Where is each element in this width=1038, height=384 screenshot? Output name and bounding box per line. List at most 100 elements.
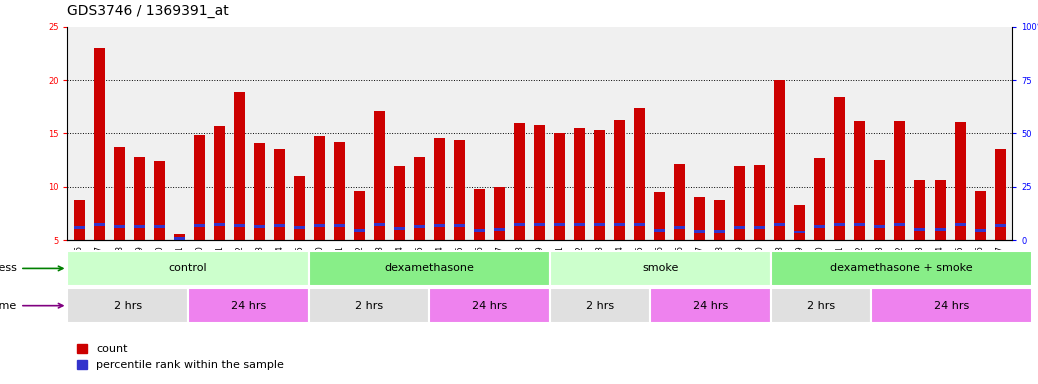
Bar	[308, 288, 430, 323]
Bar	[374, 222, 385, 225]
Text: 24 hrs: 24 hrs	[472, 301, 508, 311]
Text: 24 hrs: 24 hrs	[230, 301, 266, 311]
Bar	[194, 134, 206, 240]
Bar	[254, 225, 265, 228]
Text: 2 hrs: 2 hrs	[114, 301, 142, 311]
Bar	[650, 288, 771, 323]
Bar	[67, 251, 308, 286]
Bar	[154, 161, 165, 240]
Bar	[694, 197, 706, 240]
Bar	[514, 222, 525, 225]
Bar	[634, 222, 646, 225]
Bar	[74, 226, 85, 229]
Bar	[334, 142, 346, 240]
Bar	[308, 251, 550, 286]
Bar	[675, 226, 685, 229]
Bar	[67, 288, 188, 323]
Text: stress: stress	[0, 263, 63, 273]
Bar	[414, 225, 426, 228]
Bar	[354, 229, 365, 232]
Bar	[434, 223, 445, 227]
Bar	[414, 157, 426, 240]
Bar	[654, 229, 665, 232]
Bar	[274, 223, 285, 227]
Bar	[994, 223, 1006, 227]
Bar	[494, 228, 506, 231]
Bar	[494, 187, 506, 240]
Text: 24 hrs: 24 hrs	[693, 301, 729, 311]
Bar	[94, 48, 105, 240]
Bar	[154, 225, 165, 228]
Bar	[634, 108, 646, 240]
Bar	[874, 225, 885, 228]
Bar	[771, 288, 871, 323]
Bar	[535, 222, 545, 225]
Bar	[895, 222, 905, 225]
Bar	[574, 222, 585, 225]
Bar	[975, 191, 985, 240]
Bar	[174, 233, 185, 240]
Text: dexamethasone: dexamethasone	[384, 263, 474, 273]
Bar	[235, 92, 245, 240]
Bar	[514, 123, 525, 240]
Bar	[334, 223, 346, 227]
Text: 2 hrs: 2 hrs	[355, 301, 383, 311]
Bar	[474, 189, 485, 240]
Bar	[794, 205, 805, 240]
Text: dexamethasone + smoke: dexamethasone + smoke	[830, 263, 973, 273]
Bar	[254, 143, 265, 240]
Bar	[975, 229, 985, 232]
Bar	[134, 225, 145, 228]
Bar	[354, 191, 365, 240]
Bar	[214, 222, 225, 225]
Bar	[914, 180, 926, 240]
Bar	[74, 200, 85, 240]
Bar	[654, 192, 665, 240]
Bar	[734, 167, 745, 240]
Bar	[188, 288, 308, 323]
Bar	[714, 230, 726, 233]
Bar	[315, 223, 325, 227]
Bar	[815, 158, 825, 240]
Text: control: control	[169, 263, 208, 273]
Text: 24 hrs: 24 hrs	[934, 301, 969, 311]
Bar	[374, 111, 385, 240]
Bar	[835, 222, 845, 225]
Bar	[235, 223, 245, 227]
Bar	[294, 226, 305, 229]
Bar	[874, 160, 885, 240]
Bar	[315, 136, 325, 240]
Bar	[434, 138, 445, 240]
Bar	[755, 166, 765, 240]
Bar	[214, 126, 225, 240]
Bar	[871, 288, 1032, 323]
Bar	[394, 167, 405, 240]
Bar	[194, 223, 206, 227]
Text: 2 hrs: 2 hrs	[808, 301, 836, 311]
Bar	[614, 119, 625, 240]
Bar	[714, 200, 726, 240]
Bar	[955, 122, 965, 240]
Bar	[675, 164, 685, 240]
Bar	[455, 140, 465, 240]
Bar	[550, 251, 771, 286]
Bar	[955, 222, 965, 225]
Bar	[854, 222, 866, 225]
Bar	[934, 228, 946, 231]
Bar	[554, 222, 566, 225]
Bar	[134, 157, 145, 240]
Bar	[815, 225, 825, 228]
Text: 2 hrs: 2 hrs	[586, 301, 614, 311]
Bar	[114, 225, 125, 228]
Bar	[550, 288, 650, 323]
Bar	[694, 230, 706, 233]
Bar	[794, 230, 805, 233]
Bar	[114, 147, 125, 240]
Bar	[914, 228, 926, 231]
Bar	[94, 222, 105, 225]
Bar	[174, 237, 185, 240]
Bar	[771, 251, 1032, 286]
Bar	[595, 222, 605, 225]
Text: time: time	[0, 301, 63, 311]
Bar	[994, 149, 1006, 240]
